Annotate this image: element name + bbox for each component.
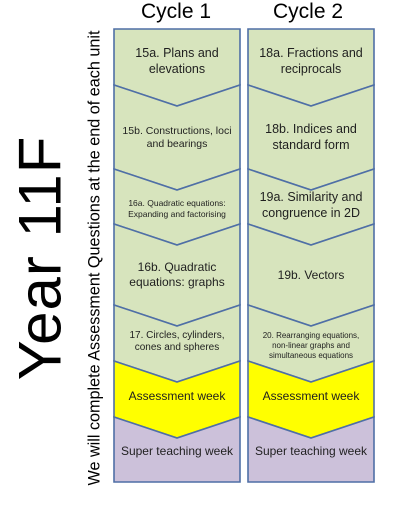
cycle-2-unit-label-3: 19a. Similarity and congruence in 2D [259, 189, 363, 220]
cycle-2-super-label-7: Super teaching week [254, 444, 368, 458]
cycle-1-super-chevron-7 [113, 415, 241, 483]
cycle-1-unit-label-4: 16b. Quadratic equations: graphs [129, 259, 225, 289]
cycle-2-unit-label-1: 18a. Fractions and reciprocals [259, 46, 363, 76]
cycle-1-unit-label-2: 15b. Constructions, loci and bearings [122, 124, 232, 150]
cycle-2-unit-label-4: 19b. Vectors [277, 268, 345, 282]
cycle-1-unit-label-1: 15a. Plans and elevations [135, 46, 219, 76]
cycle-1-header: Cycle 1 [140, 0, 212, 23]
cycle-1-unit-label-3: 16a. Quadratic equations: Expanding and … [128, 197, 226, 219]
cycle-1-unit-label-5: 17. Circles, cylinders, cones and sphere… [129, 329, 225, 354]
cycle-2-super-chevron-7 [247, 415, 375, 483]
cycle-2-unit-label-5: 20. Rearranging equations, non-linear gr… [262, 331, 360, 360]
cycle-2-header: Cycle 2 [272, 0, 344, 23]
cycle-2-assessment-label-6: Assessment week [262, 388, 360, 403]
cycle-1-assessment-label-6: Assessment week [128, 388, 226, 403]
cycle-2-unit-label-2: 18b. Indices and standard form [265, 122, 357, 152]
cycle-1-super-label-7: Super teaching week [120, 444, 234, 458]
